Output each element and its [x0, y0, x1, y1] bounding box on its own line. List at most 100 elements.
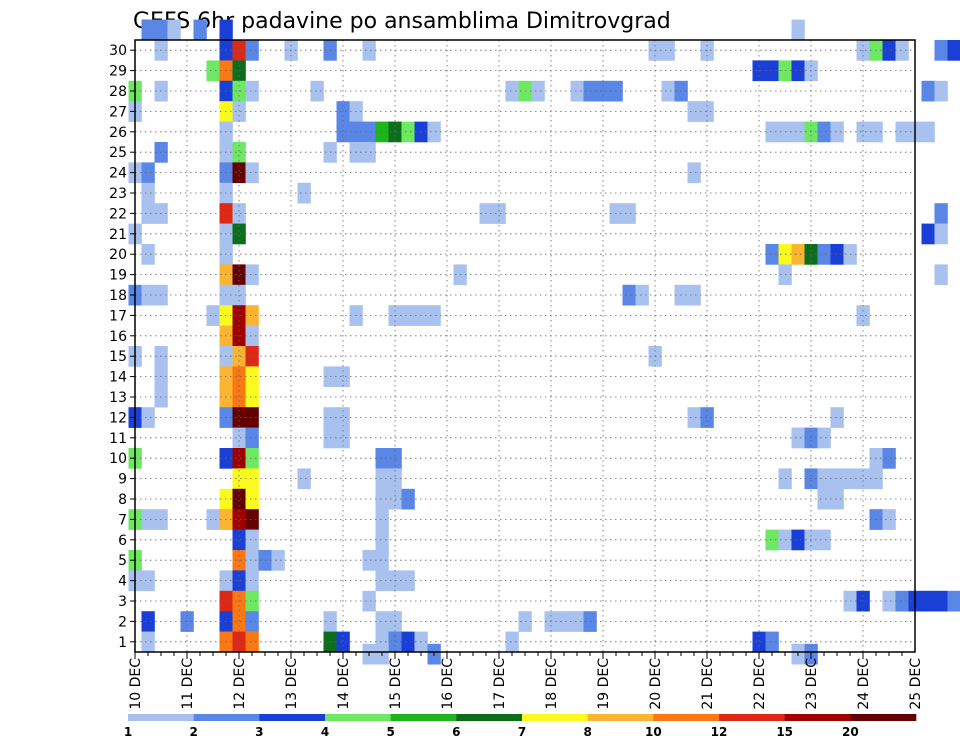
heatmap-cell	[375, 488, 389, 510]
y-tick-label: 28	[109, 84, 127, 100]
heatmap-cell	[895, 40, 909, 61]
y-tick-label: 21	[109, 227, 127, 243]
heatmap-cell	[375, 121, 389, 143]
heatmap-cell	[700, 101, 714, 122]
heatmap-cell	[245, 488, 259, 510]
heatmap-cell	[817, 488, 831, 510]
heatmap-cell	[141, 509, 155, 530]
y-tick-label: 11	[109, 431, 127, 447]
heatmap-cell	[752, 631, 766, 653]
y-tick-label: 13	[109, 390, 127, 406]
heatmap-cell	[817, 121, 831, 143]
heatmap-cell	[375, 468, 389, 490]
y-tick-label: 27	[109, 104, 127, 120]
heatmap-cell	[791, 244, 805, 265]
heatmap-cell	[882, 509, 896, 530]
heatmap-cell	[570, 611, 584, 632]
heatmap-cell	[791, 121, 805, 143]
heatmap-cell	[245, 631, 259, 653]
heatmap-cell	[141, 182, 155, 204]
heatmap-cell	[310, 80, 324, 102]
chart-title: GEFS 6hr padavine po ansamblima Dimitrov…	[133, 9, 671, 34]
heatmap-cell	[661, 40, 675, 61]
heatmap-cell	[934, 40, 948, 61]
heatmap-cell	[830, 488, 844, 510]
heatmap-cell	[362, 121, 376, 143]
heatmap-cell	[817, 529, 831, 551]
heatmap-cell	[206, 509, 220, 530]
heatmap-cell	[401, 121, 415, 143]
grid-lines	[135, 40, 915, 652]
heatmap-cell	[245, 611, 259, 632]
heatmap-cell	[297, 468, 311, 490]
y-tick-label: 4	[118, 574, 127, 590]
x-tick-label: 23 DEC	[804, 658, 820, 710]
heatmap-cell	[232, 366, 246, 388]
heatmap-cell	[141, 203, 155, 224]
colorbar-label: 20	[842, 725, 859, 739]
y-tick-label: 23	[109, 186, 127, 202]
heatmap-cell	[141, 19, 155, 41]
heatmap-cell	[141, 570, 155, 592]
heatmap-cell	[687, 101, 701, 122]
y-tick-label: 6	[118, 533, 127, 549]
heatmap-cell	[791, 427, 805, 449]
heatmap-cell	[921, 223, 935, 245]
colorbar-label: 1	[124, 725, 132, 739]
heatmap-cell	[245, 468, 259, 490]
y-tick-label: 25	[109, 145, 127, 161]
heatmap-cell	[505, 80, 519, 102]
heatmap-cell	[765, 529, 779, 551]
x-tick-label: 16 DEC	[440, 658, 456, 710]
colorbar-label: 6	[452, 725, 460, 739]
heatmap-cell	[154, 19, 168, 41]
heatmap-cell	[232, 386, 246, 408]
heatmap-cell	[245, 264, 259, 286]
heatmap-cell	[245, 448, 259, 469]
y-tick-label: 15	[109, 349, 127, 365]
heatmap-cell	[245, 529, 259, 551]
heatmap-cell	[180, 611, 194, 632]
colorbar-label: 12	[711, 725, 728, 739]
y-tick-label: 9	[118, 472, 127, 488]
heatmap-cell	[856, 468, 870, 490]
x-tick-label: 24 DEC	[856, 658, 872, 710]
heatmap-cell	[362, 40, 376, 61]
x-tick-label: 12 DEC	[232, 658, 248, 710]
heatmap-cell	[791, 19, 805, 41]
colorbar-label: 2	[189, 725, 197, 739]
y-tick-label: 5	[118, 553, 127, 569]
y-tick-label: 30	[109, 43, 127, 59]
heatmap-cell	[232, 611, 246, 632]
heatmap-cell	[336, 366, 350, 388]
heatmap-cell	[791, 60, 805, 82]
colorbar-label: 10	[645, 725, 662, 739]
y-tick-label: 17	[109, 308, 127, 324]
heatmap-cell	[336, 121, 350, 143]
colorbar-label: 5	[386, 725, 394, 739]
heatmap-cell	[141, 284, 155, 306]
colorbar-segment	[522, 714, 588, 721]
heatmap-cell	[375, 611, 389, 632]
heatmap-cell	[427, 121, 441, 143]
colorbar-segment	[456, 714, 523, 721]
heatmap-cell	[245, 509, 259, 530]
heatmap-cell	[687, 407, 701, 428]
heatmap-cell	[219, 19, 233, 41]
heatmap-cell	[245, 40, 259, 61]
heatmap-cell	[362, 590, 376, 612]
heatmap-cell	[934, 223, 948, 245]
heatmap-cell	[245, 162, 259, 184]
heatmap-cell	[765, 244, 779, 265]
heatmap-cell	[336, 427, 350, 449]
heatmap-cell	[856, 121, 870, 143]
heatmap-cell	[232, 162, 246, 184]
heatmap-cell	[245, 386, 259, 408]
heatmap-cell	[661, 80, 675, 102]
heatmap-cell	[141, 407, 155, 428]
heatmap-cell	[232, 509, 246, 530]
x-tick-label: 25 DEC	[908, 658, 924, 710]
x-tick-label: 15 DEC	[388, 658, 404, 710]
heatmap-cell	[245, 325, 259, 347]
